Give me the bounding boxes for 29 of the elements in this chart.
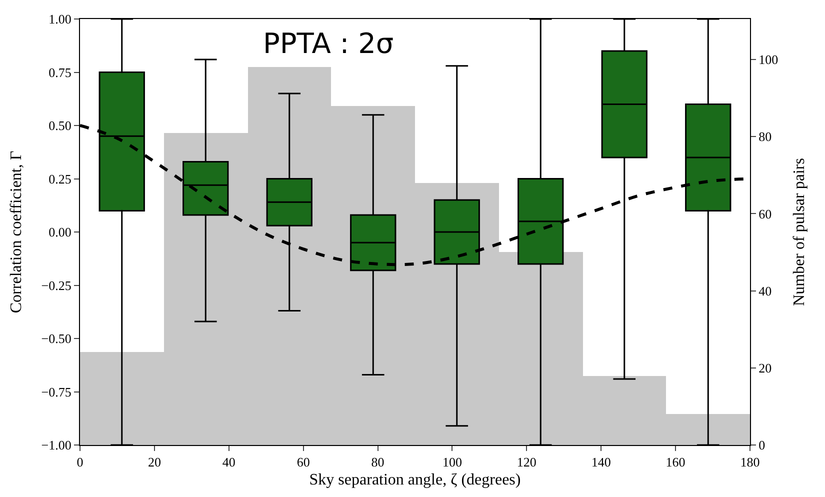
y-tick-label: 1.00 bbox=[48, 12, 72, 27]
y-tick-label: 0.75 bbox=[48, 64, 72, 80]
y-axis-title: Correlation coefficient, Γ bbox=[8, 150, 26, 314]
annotation: PPTA : 2σ bbox=[263, 27, 394, 60]
x-tick-label: 160 bbox=[666, 454, 686, 470]
y2-tick-label: 0 bbox=[758, 438, 766, 453]
y-tick-label: 0.25 bbox=[48, 171, 72, 186]
y2-tick-label: 20 bbox=[758, 360, 772, 376]
y-tick-label: −0.50 bbox=[41, 331, 72, 346]
y-tick-label: −1.00 bbox=[41, 438, 72, 453]
y2-tick-label: 100 bbox=[758, 52, 778, 68]
x-tick-label: 0 bbox=[76, 454, 84, 470]
x-tick-label: 60 bbox=[296, 454, 310, 470]
y-tick-label: −0.75 bbox=[41, 384, 72, 400]
y-tick-label: −0.25 bbox=[41, 278, 72, 293]
x-tick-label: 100 bbox=[442, 454, 462, 470]
x-tick-label: 20 bbox=[148, 454, 161, 470]
y-tick-label: 0.50 bbox=[48, 118, 72, 134]
y2-tick-label: 60 bbox=[758, 206, 772, 222]
x-tick-label: 80 bbox=[371, 454, 384, 470]
x-tick-label: 40 bbox=[222, 454, 236, 470]
x-tick-label: 120 bbox=[516, 454, 536, 470]
x-tick-label: 180 bbox=[740, 454, 760, 470]
y2-tick-label: 80 bbox=[758, 129, 772, 144]
y2-axis-title: Number of pulsar pairs bbox=[790, 158, 808, 306]
x-axis-title: Sky separation angle, ζ (degrees) bbox=[309, 471, 521, 488]
y-tick-label: 0.00 bbox=[48, 224, 72, 240]
y2-tick-label: 40 bbox=[758, 283, 772, 298]
x-tick-label: 140 bbox=[591, 454, 611, 470]
